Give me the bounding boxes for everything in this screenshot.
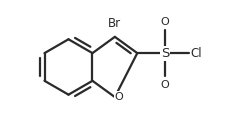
Text: S: S: [161, 47, 169, 60]
Text: O: O: [161, 80, 169, 90]
Text: Br: Br: [108, 18, 122, 30]
Text: Cl: Cl: [191, 47, 202, 60]
Text: O: O: [161, 17, 169, 27]
Text: O: O: [115, 92, 123, 102]
